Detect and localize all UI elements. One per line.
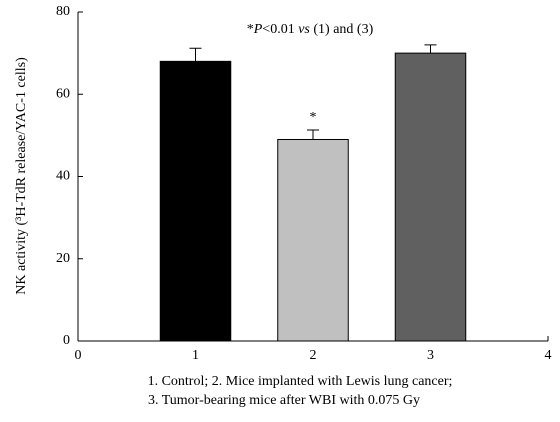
annotation-part: P bbox=[253, 22, 263, 37]
bar bbox=[159, 60, 232, 342]
annotation-part: * bbox=[247, 22, 254, 37]
caption: 3. Tumor-bearing mice after WBI with 0.0… bbox=[148, 393, 420, 408]
x-tick-label: 1 bbox=[192, 348, 199, 363]
y-tick-label: 40 bbox=[56, 169, 70, 184]
x-tick-label: 2 bbox=[310, 348, 317, 363]
error-bar bbox=[189, 47, 202, 62]
x-tick-label: 4 bbox=[545, 348, 552, 363]
y-tick-label: 80 bbox=[56, 4, 70, 19]
error-bar bbox=[424, 44, 437, 54]
y-tick-label: 60 bbox=[56, 86, 70, 101]
significance-marker: * bbox=[310, 110, 317, 125]
annotation-part: (1) and (3) bbox=[310, 22, 374, 37]
bar bbox=[277, 138, 349, 342]
annotation-part: vs bbox=[298, 22, 310, 37]
x-tick-label: 3 bbox=[427, 348, 434, 363]
error-bar bbox=[307, 129, 319, 140]
bar bbox=[394, 52, 467, 342]
x-tick-label: 0 bbox=[75, 348, 82, 363]
y-axis-label: NK activity (³H-TdR release/YAC-1 cells) bbox=[14, 57, 29, 295]
y-tick-label: 20 bbox=[56, 251, 70, 266]
y-tick-label: 0 bbox=[63, 333, 70, 348]
annotation: *P<0.01 vs (1) and (3) bbox=[247, 22, 374, 37]
annotation-part: <0.01 bbox=[262, 22, 298, 37]
caption: 1. Control; 2. Mice implanted with Lewis… bbox=[148, 374, 453, 389]
